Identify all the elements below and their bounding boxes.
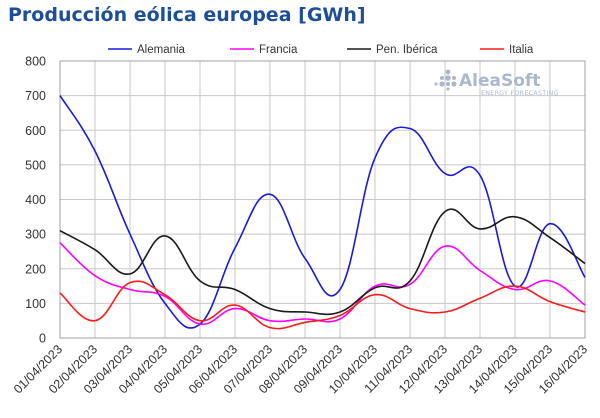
legend-label-pen-ib-rica: Pen. Ibérica xyxy=(376,44,438,56)
y-tick-label: 0 xyxy=(39,332,46,346)
y-tick-label: 200 xyxy=(25,262,46,276)
y-tick-label: 600 xyxy=(25,124,46,138)
y-tick-label: 100 xyxy=(25,297,46,311)
legend-label-italia: Italia xyxy=(509,44,534,56)
logo-mark-icon xyxy=(434,69,457,91)
y-tick-label: 300 xyxy=(25,228,46,242)
series-line-alemania xyxy=(59,95,586,329)
x-axis-labels: 01/04/202302/04/202303/04/202304/04/2023… xyxy=(11,342,590,396)
plot-border xyxy=(59,60,586,339)
legend-label-francia: Francia xyxy=(259,44,298,56)
y-tick-label: 800 xyxy=(25,55,46,69)
legend-label-alemania: Alemania xyxy=(137,44,186,56)
series-lines xyxy=(59,95,586,330)
grid-lines xyxy=(59,60,586,339)
aleasoft-logo: AleaSoft ENERGY FORECASTING xyxy=(434,69,559,97)
y-axis-labels: 0 100 200 300 400 500 600 700 800 xyxy=(25,55,46,346)
chart-title: Producción eólica europea [GWh] xyxy=(8,4,366,26)
series-line-pen-ib-rica xyxy=(59,208,586,316)
y-tick-label: 700 xyxy=(25,89,46,103)
y-tick-label: 500 xyxy=(25,158,46,172)
y-tick-label: 400 xyxy=(25,193,46,207)
series-line-italia xyxy=(59,280,586,330)
legend: Alemania Francia Pen. Ibérica Italia xyxy=(108,44,534,56)
series-line-francia xyxy=(59,242,586,325)
logo-text: AleaSoft xyxy=(459,71,540,91)
logo-subtext: ENERGY FORECASTING xyxy=(481,90,559,97)
